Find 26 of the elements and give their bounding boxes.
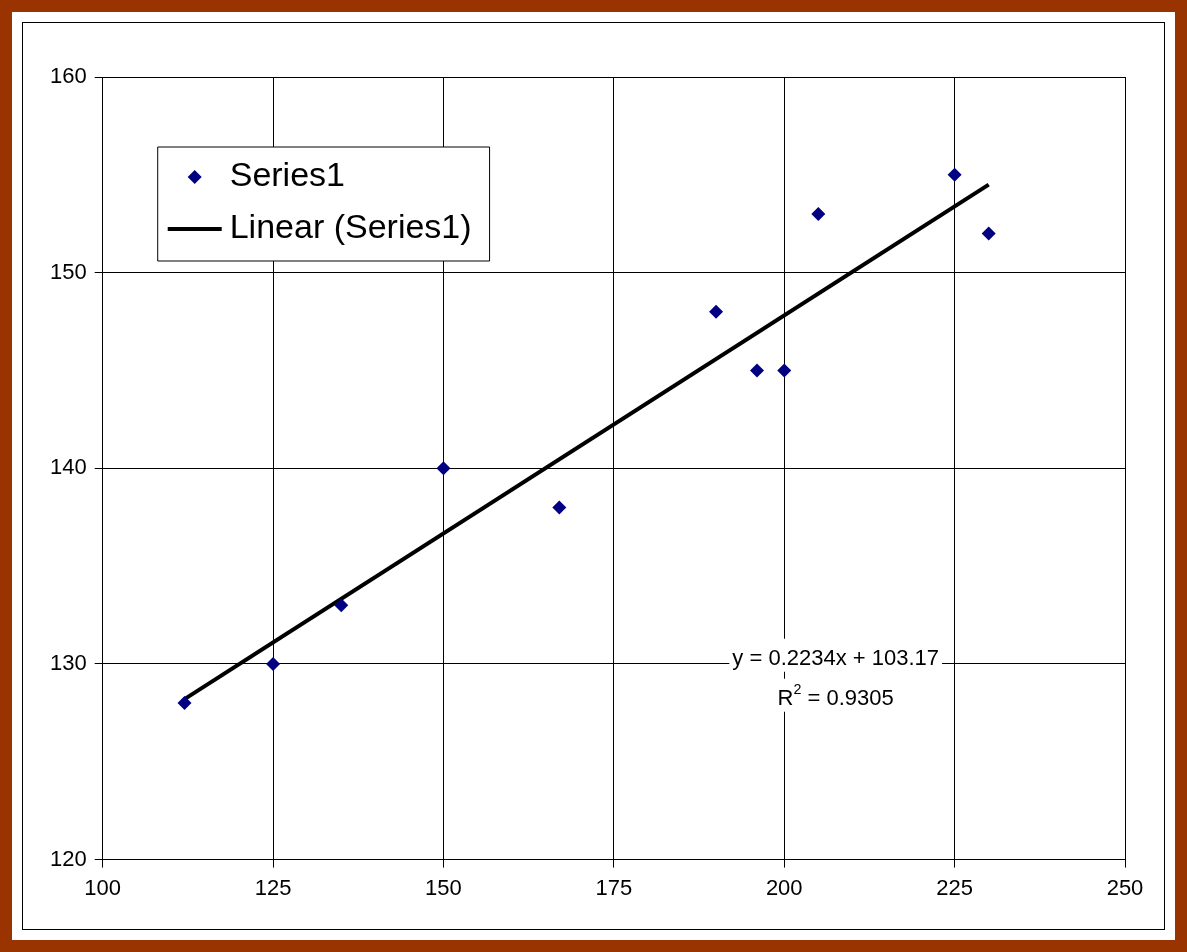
x-tick-label: 200 xyxy=(765,874,803,900)
point xyxy=(981,226,996,241)
legend-label: Linear (Series1) xyxy=(229,207,472,246)
y-tick-label: 130 xyxy=(49,650,87,676)
x-tick-label: 150 xyxy=(425,874,462,900)
annotation: y = 0.2234x + 103.17 xyxy=(732,644,940,670)
x-tick-label: 225 xyxy=(936,874,973,900)
point xyxy=(777,363,792,378)
y-tick-label: 120 xyxy=(49,845,87,871)
x-tick-label: 100 xyxy=(84,874,122,900)
point xyxy=(177,696,192,711)
x-tick-label: 250 xyxy=(1106,874,1144,900)
point xyxy=(552,500,567,515)
point xyxy=(947,167,962,182)
point xyxy=(709,304,724,319)
y-tick-label: 140 xyxy=(49,454,87,480)
point xyxy=(436,461,451,476)
legend-label: Series1 xyxy=(229,155,345,194)
point xyxy=(749,363,764,378)
y-tick-label: 150 xyxy=(49,258,87,284)
point xyxy=(266,656,281,671)
x-tick-label: 125 xyxy=(254,874,292,900)
y-tick-label: 160 xyxy=(49,63,87,89)
point xyxy=(811,206,826,221)
x-tick-label: 175 xyxy=(595,874,633,900)
point xyxy=(334,598,349,613)
